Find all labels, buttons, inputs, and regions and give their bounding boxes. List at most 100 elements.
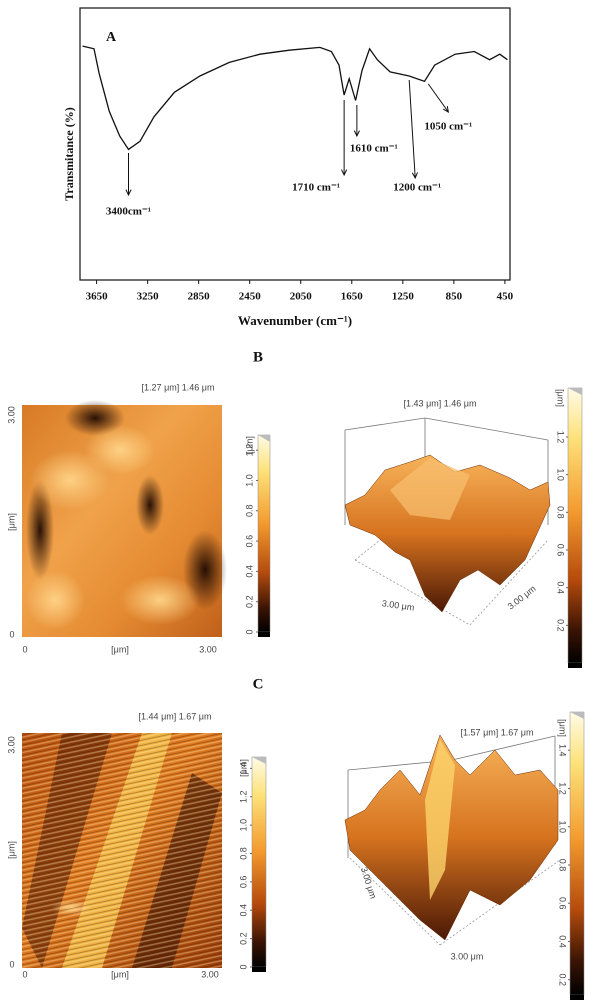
colorbar xyxy=(257,434,271,633)
x-tick-label: 2850 xyxy=(188,291,211,303)
annotation-arrow xyxy=(408,79,416,179)
x-tick-label: 3650 xyxy=(86,291,109,303)
colorbar-tick-label: 0.4 xyxy=(238,904,248,917)
afm-2d-view: [1.44 μm] 1.67 μm3.00[μm]00 [μm] 3.00[μm]0… xyxy=(6,711,267,979)
frame-line xyxy=(424,417,549,441)
colorbar-tick-label: 1.0 xyxy=(558,820,568,833)
arrow-head xyxy=(442,106,450,113)
colorbar-tick-label: 0.8 xyxy=(556,506,566,519)
arrow-head xyxy=(341,169,348,177)
axis-label: 3.00 xyxy=(6,736,16,754)
floor-line xyxy=(349,857,441,946)
annotation-arrow xyxy=(427,83,449,113)
colorbar-foot xyxy=(570,995,584,1000)
plot-frame xyxy=(79,7,511,281)
arrow-head xyxy=(411,172,418,180)
colorbar-tick-label: 0.6 xyxy=(244,535,254,548)
x-tick-label: 3250 xyxy=(137,291,160,303)
arrow-head xyxy=(353,130,360,138)
view-header: [1.57 μm] 1.67 μm xyxy=(461,727,534,737)
colorbar-cap xyxy=(252,757,266,764)
afm-feature xyxy=(25,570,85,630)
colorbar-unit: [μm] xyxy=(244,436,254,454)
annotation-label: 1710 cm⁻¹ xyxy=(292,182,340,194)
colorbar-cap xyxy=(258,435,270,442)
annotation-label: 1610 cm⁻¹ xyxy=(350,143,398,155)
colorbar-tick-label: 0 xyxy=(244,629,254,634)
colorbar-tick-label: 1.0 xyxy=(238,819,248,832)
panel-label: A xyxy=(106,30,117,45)
afm-feature xyxy=(30,450,110,510)
y-axis-label: Transmitance (%) xyxy=(62,107,76,200)
axis-label: 3.00 xyxy=(201,969,219,979)
afm-3d-view: [1.57 μm] 1.67 μm3.00 μm3.00 μm[μm]0.20.… xyxy=(344,711,585,1000)
afm-feature xyxy=(120,575,200,625)
axis-label: [μm] xyxy=(6,841,16,859)
colorbar-unit: [μm] xyxy=(558,719,568,737)
colorbar-tick-label: 0.6 xyxy=(238,876,248,889)
x-tick-label: 1250 xyxy=(392,291,415,303)
colorbar-foot xyxy=(252,967,266,972)
colorbar-tick-label: 0.4 xyxy=(558,935,568,948)
view-header: [1.27 μm] 1.46 μm xyxy=(142,382,215,392)
colorbar-cap xyxy=(568,388,582,395)
frame-line xyxy=(344,417,426,431)
colorbar-tick-label: 0.6 xyxy=(558,897,568,910)
colorbar xyxy=(567,387,583,664)
annotation-label: 1200 cm⁻¹ xyxy=(393,182,441,194)
annotation-label: 3400cm⁻¹ xyxy=(106,206,151,218)
colorbar-tick-label: 0.4 xyxy=(556,581,566,594)
x-axis-label: Wavenumber (cm⁻¹) xyxy=(238,313,352,328)
afm-surface-highlight xyxy=(425,740,455,900)
panel-label: C xyxy=(253,676,264,692)
axis-label: 3.00 μm xyxy=(381,598,415,612)
colorbar-tick-label: 1.2 xyxy=(558,782,568,795)
afm-3d-view: [1.43 μm] 1.46 μm 3.00 μm 3.00 μm [μm] 0.2 0.… xyxy=(344,387,583,668)
x-tick-label: 850 xyxy=(446,291,463,303)
afm-texture xyxy=(22,733,222,968)
colorbar-tick-label: 0.2 xyxy=(558,973,568,986)
arrow-head xyxy=(125,189,132,197)
axis-label: 3.00 μm xyxy=(451,951,484,961)
colorbar-tick-label: 0.2 xyxy=(238,932,248,945)
axis-label: 0 xyxy=(22,644,27,654)
colorbar-tick-label: 0.6 xyxy=(556,544,566,557)
colorbar-tick-label: 0.8 xyxy=(558,859,568,872)
colorbar-unit: [μm] xyxy=(556,389,566,407)
view-header: [1.43 μm] 1.46 μm xyxy=(404,398,477,408)
colorbar-tick-label: 1.2 xyxy=(244,444,254,457)
x-tick-label: 1650 xyxy=(341,291,364,303)
colorbar-tick-label: 0.8 xyxy=(238,847,248,860)
colorbar-foot xyxy=(568,663,582,668)
view-header: [1.44 μm] 1.67 μm xyxy=(139,711,212,721)
afm-surface-highlight xyxy=(390,458,470,520)
spectrum-line xyxy=(82,45,508,151)
axis-label: 0 xyxy=(9,629,14,639)
colorbar-tick-label: 1.2 xyxy=(556,431,566,444)
colorbar-tick-label: 1.0 xyxy=(244,474,254,487)
x-tick-label: 2450 xyxy=(239,291,262,303)
x-tick-label: 450 xyxy=(497,291,514,303)
axis-label: 0 xyxy=(22,969,27,979)
colorbar xyxy=(569,711,585,996)
axis-label: 3.00 xyxy=(6,406,16,424)
colorbar-tick-label: 1.4 xyxy=(238,762,248,775)
colorbar-foot xyxy=(258,632,270,637)
axis-label: [μm] xyxy=(111,644,129,654)
axis-label: 3.00 μm xyxy=(506,584,538,612)
x-tick-label: 2050 xyxy=(290,291,313,303)
axis-label: 3.00 xyxy=(199,644,217,654)
afm-feature xyxy=(85,425,155,475)
colorbar-unit: [μm] xyxy=(238,759,248,777)
colorbar-tick-label: 1.0 xyxy=(556,468,566,481)
frame-line xyxy=(451,735,556,761)
axis-label: [μm] xyxy=(6,513,16,531)
afm-feature xyxy=(26,480,54,580)
colorbar-tick-label: 0.4 xyxy=(244,565,254,578)
annotation-label: 1050 cm⁻¹ xyxy=(424,121,472,133)
colorbar-tick-label: 1.2 xyxy=(238,790,248,803)
colorbar-cap xyxy=(570,712,584,719)
afm-2d-view: [1.27 μm] 1.46 μm3.00[μm]00 [μm] 3.00[μm]0… xyxy=(6,382,271,654)
